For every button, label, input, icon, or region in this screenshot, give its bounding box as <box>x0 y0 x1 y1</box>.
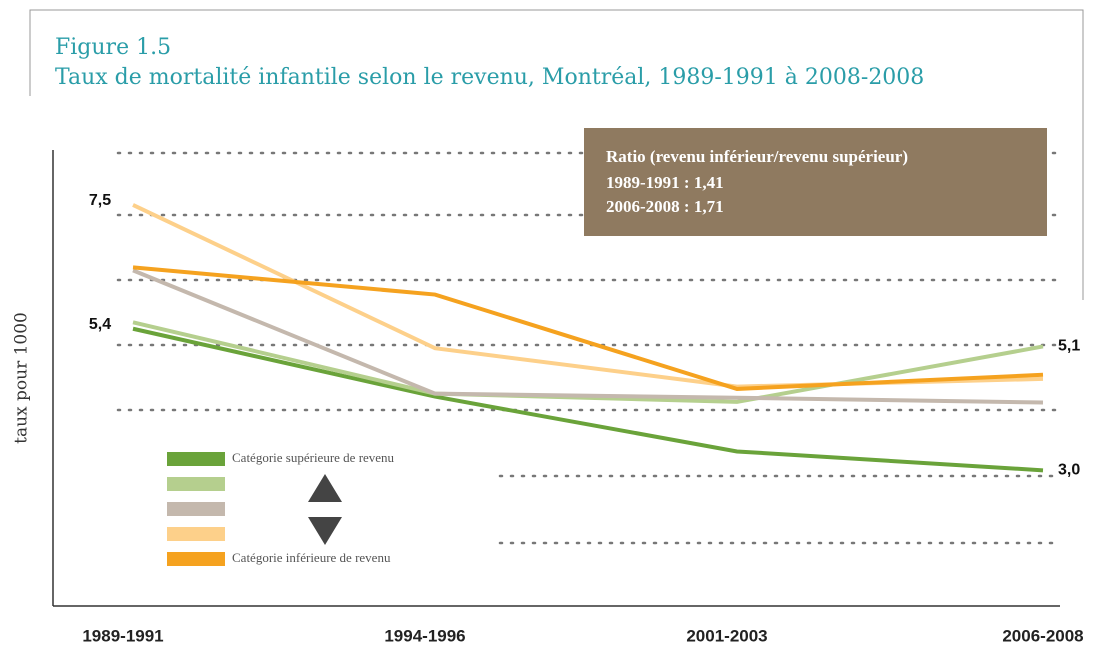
frame <box>29 9 1084 300</box>
y-axis-label: taux pour 1000 <box>12 312 32 444</box>
series-line <box>132 320 1044 404</box>
legend-swatch <box>167 477 225 491</box>
series-line <box>132 326 1044 473</box>
data-label: 3,0 <box>1058 462 1080 479</box>
legend-label: Catégorie inférieure de revenu <box>232 550 391 565</box>
chart-subtitle: Taux de mortalité infantile selon le rev… <box>55 65 924 90</box>
chart-title: Figure 1.5 <box>55 35 171 60</box>
series-line <box>132 268 1044 405</box>
x-tick-label: 1994-1996 <box>384 626 465 645</box>
series-line <box>132 265 1044 391</box>
arrow-up <box>308 474 342 502</box>
data-label: 7,5 <box>89 192 111 209</box>
arrow-down <box>308 517 342 545</box>
legend-label: Catégorie supérieure de revenu <box>232 450 395 465</box>
x-tick-label: 2001-2003 <box>686 626 767 645</box>
data-label: 5,1 <box>1058 338 1080 355</box>
x-tick-label: 1989-1991 <box>82 626 163 645</box>
legend-swatch <box>167 502 225 516</box>
legend-swatch <box>167 527 225 541</box>
annotation: Ratio (revenu inférieur/revenu supérieur… <box>606 147 908 166</box>
legend-swatch <box>167 452 225 466</box>
annotation: 2006-2008 : 1,71 <box>606 197 724 216</box>
x-tick-label: 2006-2008 <box>1002 626 1083 645</box>
legend-swatch <box>167 552 225 566</box>
annotation-box <box>584 128 1047 236</box>
annotation: 1989-1991 : 1,41 <box>606 173 724 192</box>
data-label: 5,4 <box>89 316 111 333</box>
